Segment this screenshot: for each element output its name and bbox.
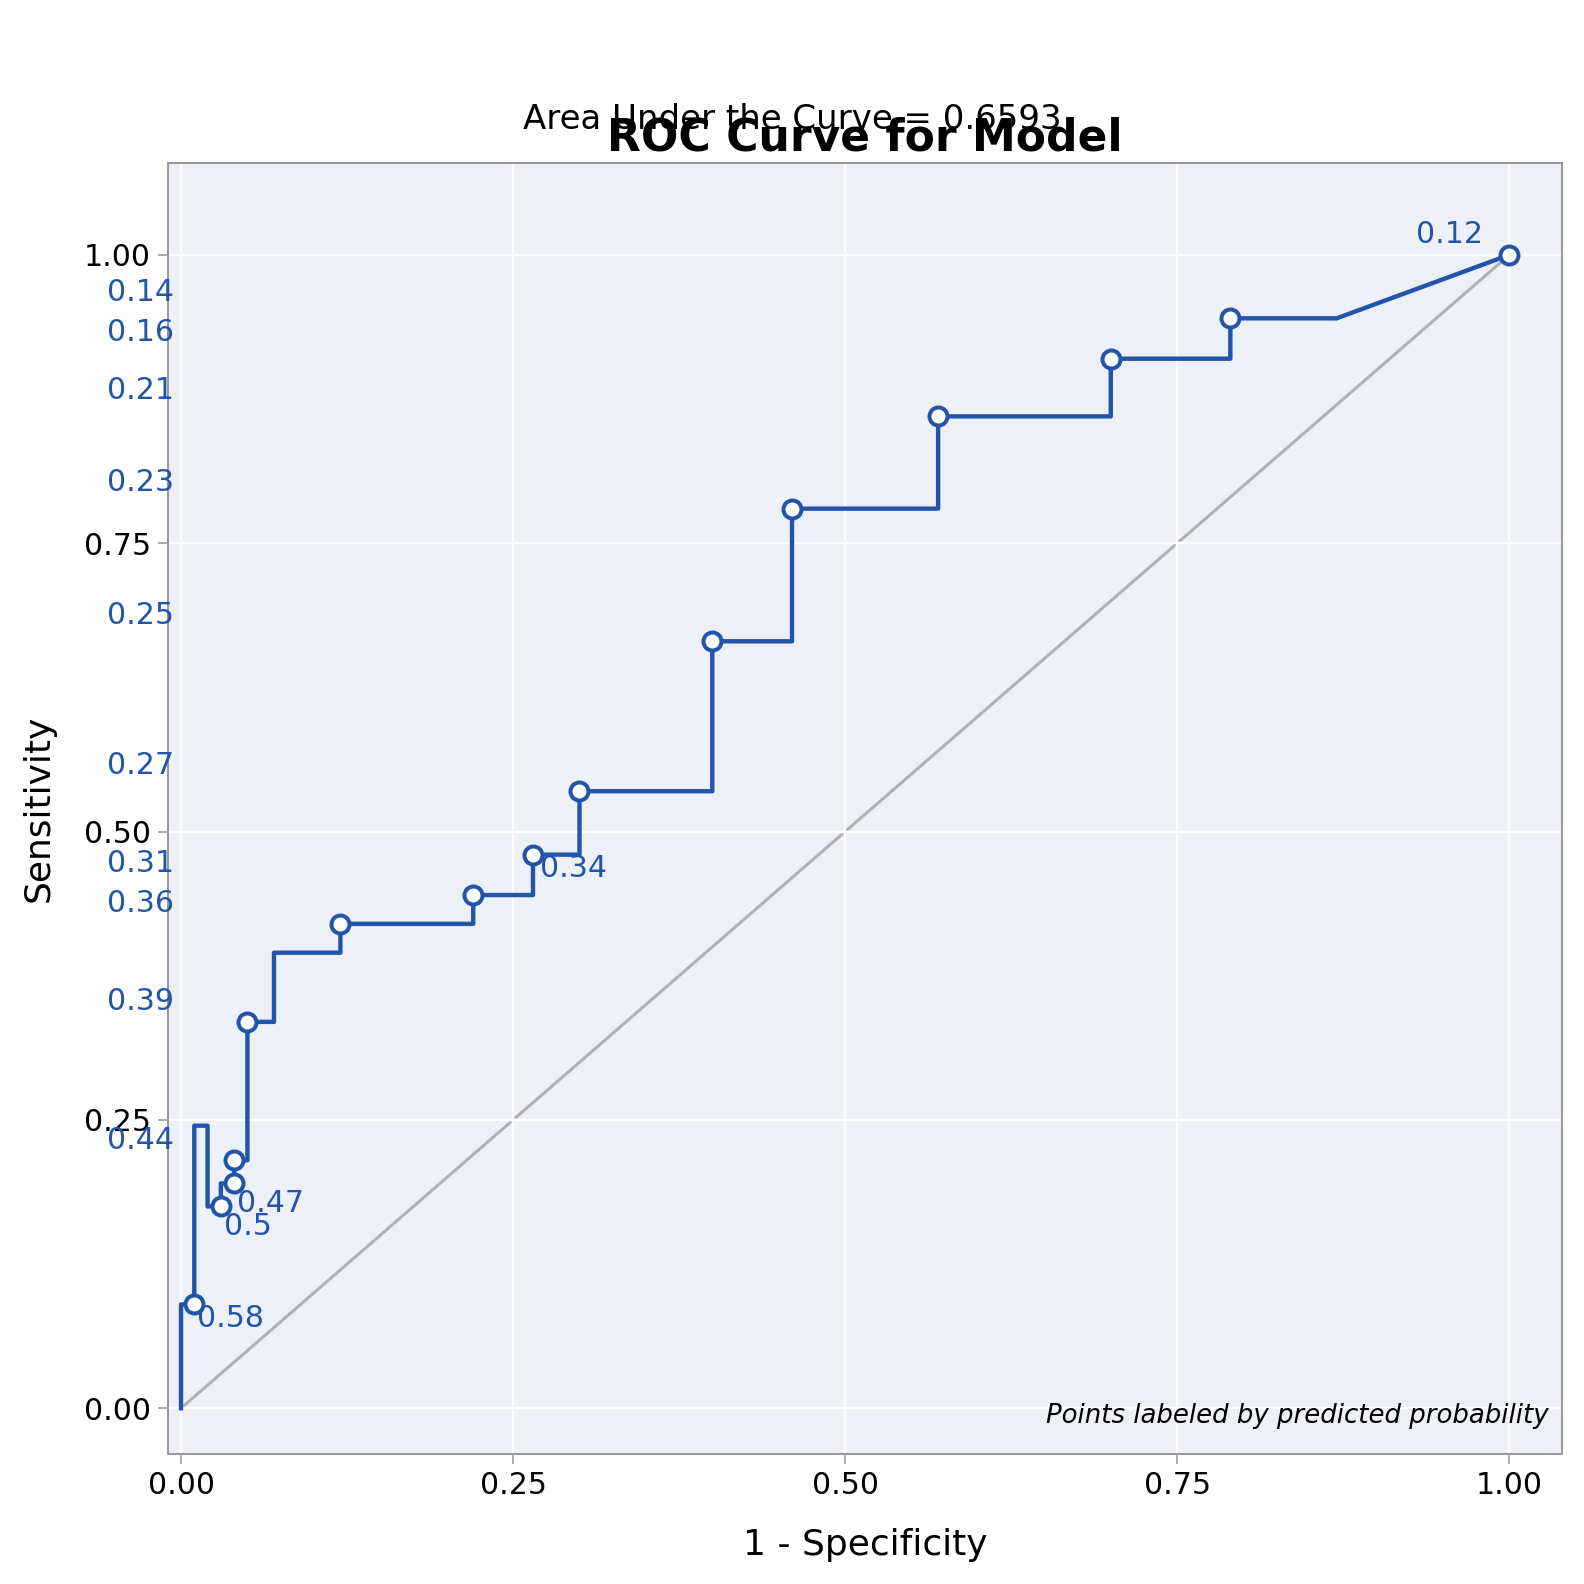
Text: 0.23: 0.23 [108,469,174,497]
Title: ROC Curve for Model: ROC Curve for Model [607,117,1123,160]
X-axis label: 1 - Specificity: 1 - Specificity [743,1529,987,1562]
Text: 0.12: 0.12 [1416,220,1483,249]
Text: 0.58: 0.58 [196,1304,265,1334]
Text: 0.31: 0.31 [108,849,174,878]
Text: 0.34: 0.34 [540,854,607,884]
Text: 0.25: 0.25 [108,600,174,630]
Text: 0.21: 0.21 [108,375,174,406]
Text: 0.16: 0.16 [108,318,174,347]
Text: 0.5: 0.5 [223,1212,271,1240]
Text: 0.27: 0.27 [108,751,174,779]
Text: 0.14: 0.14 [108,277,174,307]
Text: Points labeled by predicted probability: Points labeled by predicted probability [1045,1402,1549,1429]
Text: Area Under the Curve = 0.6593: Area Under the Curve = 0.6593 [523,103,1061,136]
Text: 0.36: 0.36 [108,889,174,919]
Text: 0.47: 0.47 [236,1190,304,1218]
Text: 0.39: 0.39 [108,987,174,1015]
Text: 0.44: 0.44 [108,1126,174,1155]
Y-axis label: Sensitivity: Sensitivity [22,714,55,903]
